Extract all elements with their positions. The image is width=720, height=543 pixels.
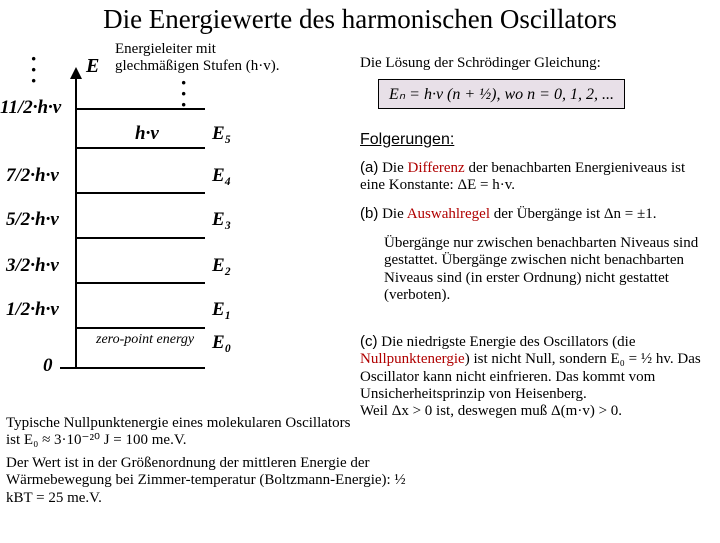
para-b-red: Auswahlregel <box>407 206 490 222</box>
para-b2: Übergänge nur zwischen benachbarten Nive… <box>384 235 710 304</box>
para-c-red: Nullpunktenergie <box>360 351 465 367</box>
para-b-tag: (b) <box>360 205 378 222</box>
level-label-5: h·v <box>135 123 159 145</box>
level-label-6: 11/2·h·v <box>0 97 61 119</box>
schrodinger-label: Die Lösung der Schrödinger Gleichung: <box>360 55 601 72</box>
level-label-3: 5/2·h·v <box>6 209 59 231</box>
dots-left: ··· <box>30 53 37 86</box>
level-label-4: 7/2·h·v <box>6 165 59 187</box>
dots-right: ··· <box>180 77 187 110</box>
para-c-l3: Weil Δx > 0 ist, deswegen muß Δ(m·v) > 0… <box>360 403 622 419</box>
level-label-2: 3/2·h·v <box>6 255 59 277</box>
typical-note-2: Der Wert ist in der Größenordnung der mi… <box>6 455 426 507</box>
para-b-rest: der Übergänge ist Δn = ±1. <box>490 206 656 222</box>
para-c-tag: (c) <box>360 333 378 350</box>
para-c: (c) Die niedrigste Energie des Oscillato… <box>360 333 712 420</box>
level-line-1 <box>75 327 205 329</box>
section-header: Folgerungen: <box>360 131 454 149</box>
energy-label-3: E₃ <box>212 209 231 231</box>
energy-label-5: E₅ <box>212 123 231 145</box>
level-label-1: 1/2·h·v <box>6 299 59 321</box>
energy-axis <box>75 75 77 367</box>
level-line-0 <box>60 367 205 369</box>
para-c-l1: Die niedrigste Energie des Oscillators (… <box>381 334 635 350</box>
level-line-2 <box>75 282 205 284</box>
para-a: (a) Die Differenz der benachbarten Energ… <box>360 159 710 195</box>
energy-label-1: E₁ <box>212 299 231 321</box>
axis-label: E <box>86 55 99 78</box>
level-line-3 <box>75 237 205 239</box>
typical-note-1: Typische Nullpunktenergie eines molekula… <box>6 415 354 450</box>
ladder-note-l2: glechmäßigen Stufen (h·v). <box>115 58 280 74</box>
level-label-0: 0 <box>43 355 53 377</box>
para-a-tag: (a) <box>360 159 378 176</box>
ladder-note-l1: Energieleiter mit <box>115 41 216 57</box>
level-line-6 <box>75 108 205 110</box>
para-a-pre: Die <box>382 160 407 176</box>
level-line-4 <box>75 192 205 194</box>
para-a-red: Differenz <box>408 160 465 176</box>
energy-label-4: E₄ <box>212 165 231 187</box>
para-b-pre: Die <box>382 206 407 222</box>
zero-point-text: zero-point energy <box>96 332 194 348</box>
page-title: Die Energiewerte des harmonischen Oscill… <box>0 0 720 37</box>
energy-label-0: E₀ <box>212 332 231 354</box>
level-line-5 <box>75 147 205 149</box>
equation-box: Eₙ = h·v (n + ½), wo n = 0, 1, 2, ... <box>378 79 625 109</box>
energy-label-2: E₂ <box>212 255 231 277</box>
ladder-note: Energieleiter mit glechmäßigen Stufen (h… <box>115 41 325 76</box>
content-area: ··· E ··· 11/2·h·v h·v E₅ 7/2·h·v E₄ 5/2… <box>0 37 720 543</box>
equation-text: Eₙ = h·v (n + ½), wo n = 0, 1, 2, ... <box>389 86 614 103</box>
para-b: (b) Die Auswahlregel der Übergänge ist Δ… <box>360 205 710 223</box>
